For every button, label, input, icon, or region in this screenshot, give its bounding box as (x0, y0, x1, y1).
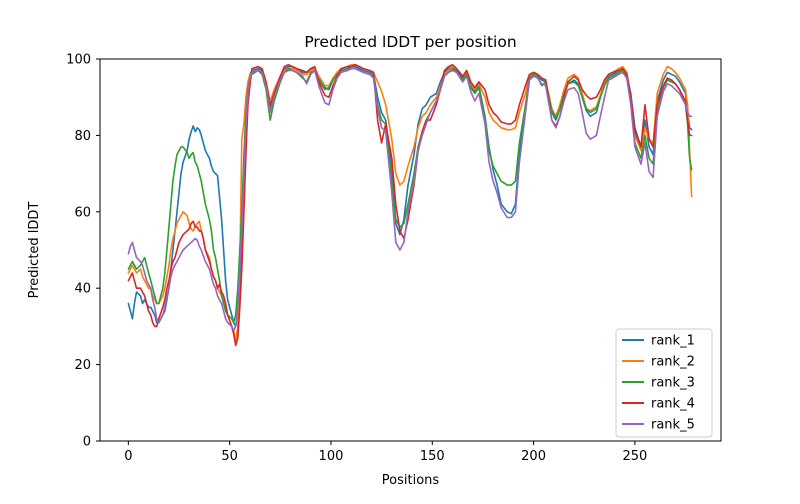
y-axis-tick-labels: 0 20 40 60 80 100 (66, 53, 91, 450)
legend-label-3: rank_4 (651, 397, 695, 412)
y-tick-label-5: 100 (66, 53, 91, 68)
x-tick-label-1: 50 (221, 449, 238, 464)
legend-label-2: rank_3 (651, 376, 695, 391)
legend-box (615, 328, 713, 438)
chart-title: Predicted lDDT per position (304, 33, 516, 51)
y-tick-label-1: 20 (74, 358, 91, 373)
x-tick-label-5: 250 (622, 449, 647, 464)
x-axis-tick-labels: 0 50 100 150 200 250 (124, 449, 647, 464)
y-tick-label-4: 80 (74, 129, 91, 144)
y-axis-label: Predicted lDDT (27, 202, 42, 299)
series-lines (127, 63, 693, 347)
y-tick-label-3: 60 (74, 205, 91, 220)
x-tick-label-0: 0 (124, 449, 132, 464)
tick-marks (96, 58, 636, 445)
legend: rank_1 rank_2 rank_3 rank_4 rank_5 (615, 328, 713, 438)
line-rank_5 (127, 67, 693, 332)
legend-label-4: rank_5 (651, 418, 695, 433)
y-tick-label-0: 0 (83, 435, 91, 450)
line-rank_2 (127, 63, 693, 343)
x-tick-label-2: 100 (319, 449, 344, 464)
line-rank_4 (127, 63, 693, 347)
x-axis-label: Positions (382, 473, 440, 488)
x-tick-label-4: 200 (521, 449, 546, 464)
legend-label-0: rank_1 (651, 334, 695, 349)
legend-label-1: rank_2 (651, 355, 695, 370)
x-tick-label-3: 150 (420, 449, 445, 464)
y-tick-label-2: 40 (74, 282, 91, 297)
